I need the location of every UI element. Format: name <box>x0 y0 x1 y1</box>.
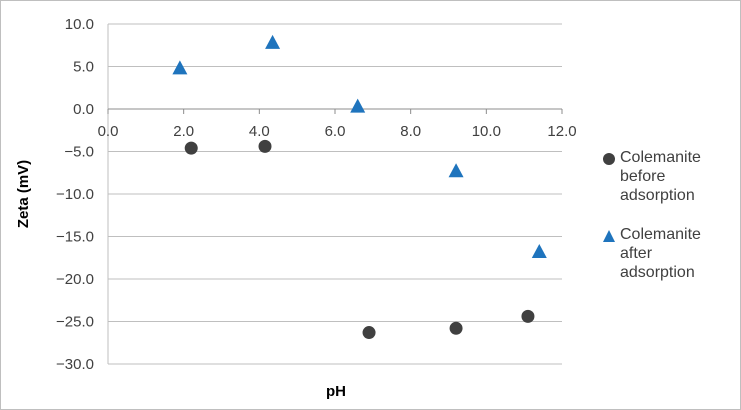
legend-label-after: Colemanite after adsorption <box>620 226 701 281</box>
after-adsorption-point <box>265 34 281 49</box>
before-adsorption-point <box>362 326 376 340</box>
x-tick-label: 8.0 <box>400 123 421 140</box>
circle-marker-icon <box>603 153 615 165</box>
y-tick-label: −10.0 <box>56 186 94 203</box>
triangle-marker-icon <box>603 230 615 242</box>
legend: Colemanite before adsorption Colemanite … <box>600 148 735 302</box>
after-adsorption-point <box>448 163 464 178</box>
before-adsorption-point <box>258 139 272 153</box>
legend-item-before: Colemanite before adsorption <box>600 148 735 205</box>
grid-lines <box>107 23 563 365</box>
legend-item-after: Colemanite after adsorption <box>600 225 735 282</box>
before-adsorption-point <box>184 141 198 155</box>
y-tick-label: −5.0 <box>64 144 94 161</box>
after-adsorption-point <box>172 60 188 75</box>
x-tick-labels: 0.0 2.0 4.0 6.0 8.0 10.0 12.0 <box>98 123 577 140</box>
y-tick-label: −30.0 <box>56 356 94 373</box>
before-adsorption-point <box>449 321 463 335</box>
x-tick-label: 12.0 <box>547 123 576 140</box>
y-tick-label: −25.0 <box>56 314 94 331</box>
x-tick-label: 4.0 <box>249 123 270 140</box>
y-tick-label: 5.0 <box>73 59 94 76</box>
y-tick-label: 0.0 <box>73 101 94 118</box>
after-adsorption-point <box>350 98 366 113</box>
x-tick-label: 0.0 <box>98 123 119 140</box>
before-adsorption-point <box>521 309 535 323</box>
x-axis-title: pH <box>326 383 346 400</box>
x-tick-label: 2.0 <box>173 123 194 140</box>
after-adsorption-point <box>531 243 547 258</box>
y-tick-label: −20.0 <box>56 271 94 288</box>
x-tick-label: 10.0 <box>472 123 501 140</box>
x-tick-label: 6.0 <box>325 123 346 140</box>
y-tick-label: 10.0 <box>65 16 94 33</box>
legend-label-before: Colemanite before adsorption <box>620 149 701 204</box>
y-tick-label: −15.0 <box>56 229 94 246</box>
y-tick-labels: 10.0 5.0 0.0 −5.0 −10.0 −15.0 −20.0 −25.0 −30.0 <box>56 16 94 373</box>
data-points <box>172 34 547 340</box>
y-axis-title: Zeta (mV) <box>15 160 32 228</box>
